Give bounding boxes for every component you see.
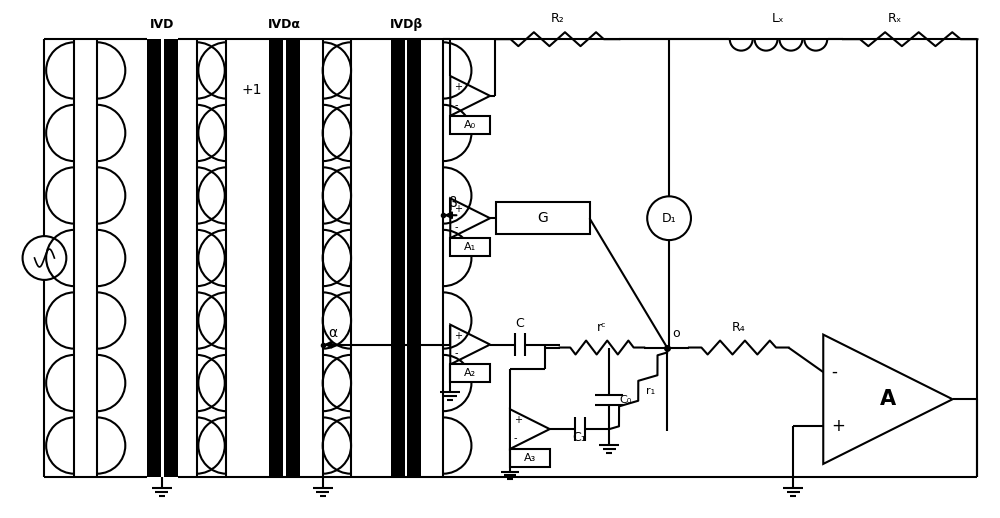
Text: -: - <box>454 222 458 232</box>
Text: Rₓ: Rₓ <box>888 12 902 25</box>
Text: +1: +1 <box>241 83 262 97</box>
Text: C: C <box>516 316 524 329</box>
Bar <box>391 39 405 477</box>
Bar <box>496 203 590 234</box>
Bar <box>450 365 490 382</box>
Text: Lₓ: Lₓ <box>772 12 785 25</box>
Text: +: + <box>454 330 462 341</box>
Bar <box>450 238 490 256</box>
Text: A₂: A₂ <box>464 368 476 378</box>
Text: -: - <box>454 349 458 358</box>
Text: R₄: R₄ <box>732 321 746 334</box>
Text: β: β <box>448 196 457 210</box>
Bar <box>510 449 550 467</box>
Bar <box>286 39 300 477</box>
Text: +: + <box>454 204 462 214</box>
Text: α: α <box>328 326 337 340</box>
Text: A₃: A₃ <box>524 453 536 463</box>
Bar <box>147 39 161 477</box>
Text: r₁: r₁ <box>646 386 655 396</box>
Text: A₁: A₁ <box>464 242 476 252</box>
Text: IVD: IVD <box>150 18 175 31</box>
Text: +: + <box>454 82 462 92</box>
Text: A₀: A₀ <box>464 120 476 130</box>
Text: -: - <box>514 433 517 443</box>
Bar <box>407 39 421 477</box>
Text: C₀: C₀ <box>619 395 632 405</box>
Text: rᶜ: rᶜ <box>597 321 607 334</box>
Bar <box>269 39 283 477</box>
Text: +: + <box>831 418 845 436</box>
Bar <box>450 116 490 134</box>
Text: -: - <box>454 100 458 110</box>
Bar <box>164 39 178 477</box>
Text: IVDβ: IVDβ <box>389 18 423 31</box>
Text: +: + <box>514 415 522 425</box>
Text: D₁: D₁ <box>662 212 676 225</box>
Text: R₂: R₂ <box>550 12 564 25</box>
Text: o: o <box>672 326 680 340</box>
Text: -: - <box>831 363 837 381</box>
Text: IVDα: IVDα <box>268 18 301 31</box>
Text: A: A <box>880 389 896 409</box>
Text: C₁: C₁ <box>573 431 586 444</box>
Text: G: G <box>537 211 548 225</box>
